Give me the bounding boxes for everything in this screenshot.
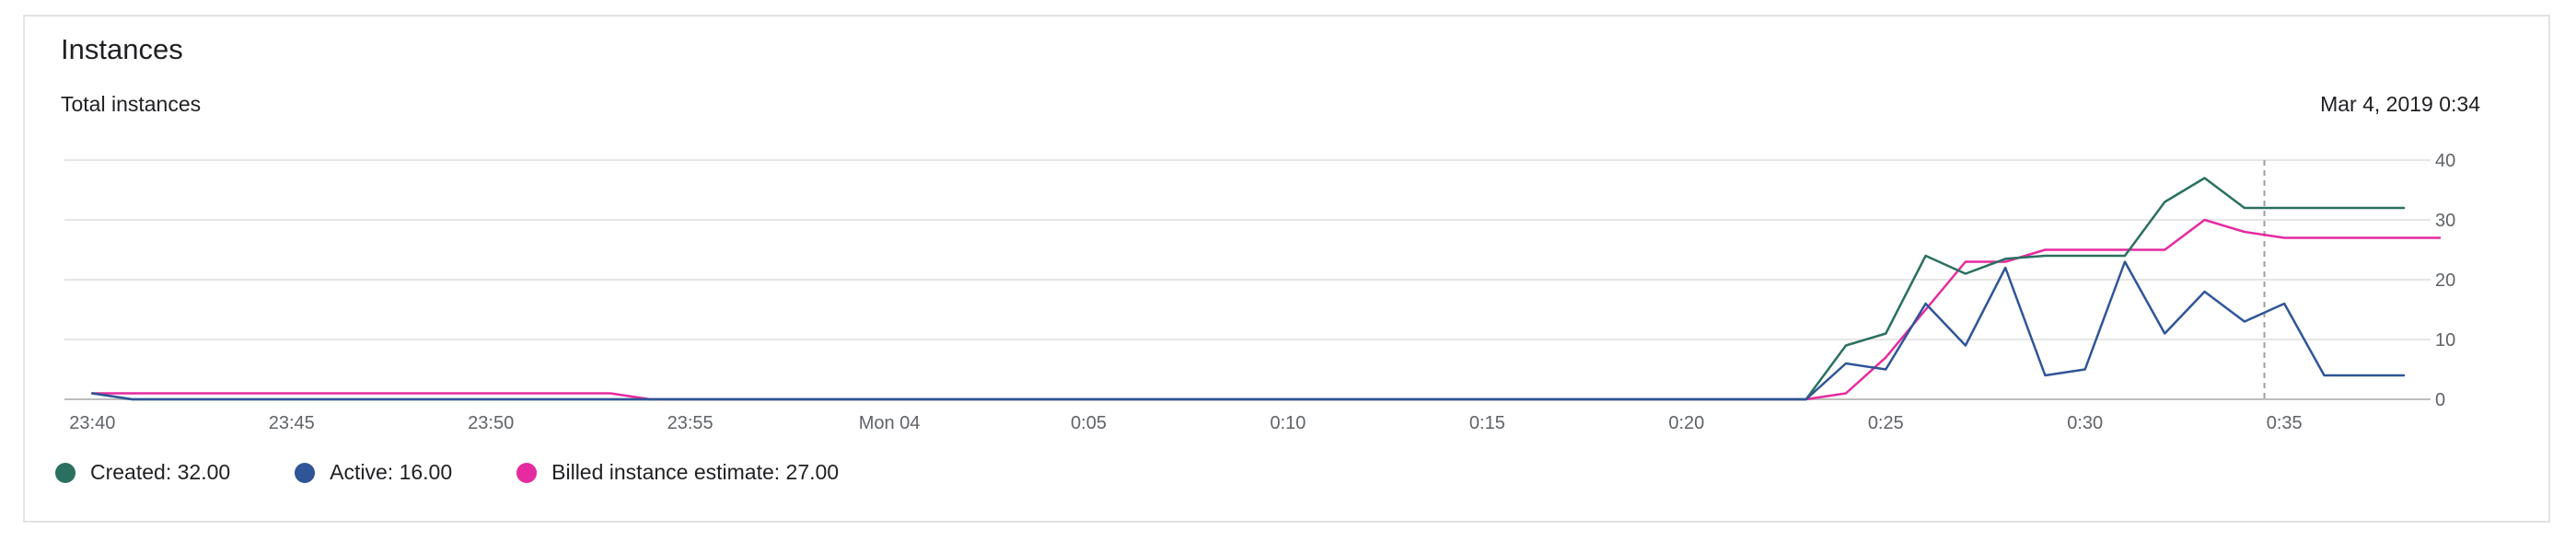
x-tick-label-0-15: 0:15: [1469, 413, 1505, 433]
x-tick-label-0-35: 0:35: [2267, 413, 2303, 433]
legend-item-created[interactable]: Created: 32.00: [55, 460, 230, 485]
legend-label-active: Active: 16.00: [330, 460, 453, 484]
series-line-created: [91, 177, 2406, 401]
y-tick-label-0: 0: [2435, 390, 2445, 410]
y-tick-label-10: 10: [2435, 330, 2455, 351]
legend-swatch-active: [295, 462, 316, 483]
legend-swatch-created: [55, 462, 75, 483]
legend-item-active[interactable]: Active: 16.00: [295, 460, 452, 485]
x-tick-label-0-10: 0:10: [1270, 413, 1305, 433]
x-tick-label-23-40: 23:40: [69, 413, 115, 433]
series-line-active: [91, 260, 2406, 401]
x-tick-label-23-50: 23:50: [468, 413, 514, 433]
x-tick-label-0-30: 0:30: [2067, 413, 2103, 433]
x-tick-label-0-20: 0:20: [1668, 413, 1704, 433]
chart-timestamp: Mar 4, 2019 0:34: [2320, 92, 2480, 116]
x-tick-label-23-45: 23:45: [269, 413, 315, 433]
series-line-billed-instance-estimate: [91, 218, 2442, 401]
y-tick-label-40: 40: [2435, 151, 2455, 171]
legend-label-billed: Billed instance estimate: 27.00: [551, 460, 840, 484]
x-tick-label-23-55: 23:55: [667, 413, 714, 433]
card-title: Instances: [61, 33, 183, 65]
x-tick-label-mon-04: Mon 04: [859, 413, 921, 433]
chart-title: Total instances: [61, 92, 202, 116]
legend-swatch-billed: [516, 462, 538, 483]
x-tick-label-0-25: 0:25: [1868, 413, 1904, 433]
y-tick-label-30: 30: [2435, 211, 2455, 231]
chart-legend: Created: 32.00 Active: 16.00 Billed inst…: [55, 460, 903, 485]
x-tick-label-0-05: 0:05: [1071, 413, 1107, 433]
legend-item-billed[interactable]: Billed instance estimate: 27.00: [516, 460, 839, 485]
y-tick-label-20: 20: [2435, 270, 2455, 291]
legend-label-created: Created: 32.00: [90, 460, 231, 484]
